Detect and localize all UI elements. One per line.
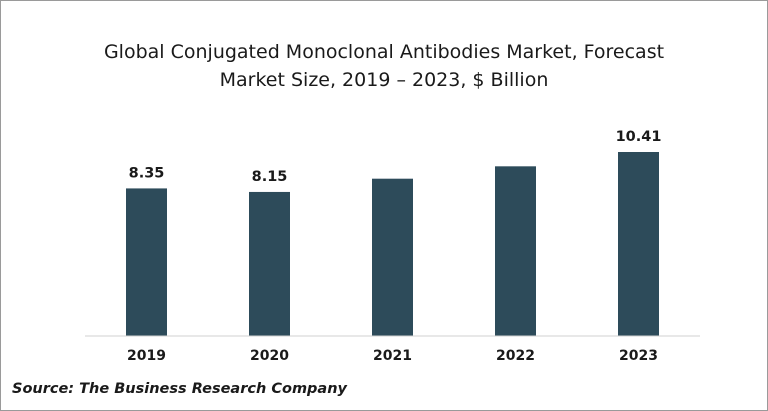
x-tick-label-2021: 2021 [373, 348, 412, 364]
x-tick-label-2020: 2020 [250, 348, 289, 364]
bars-group [126, 152, 659, 336]
chart-title-line-2: Market Size, 2019 – 2023, $ Billion [219, 69, 549, 91]
bar-2022 [495, 166, 536, 336]
x-tick-label-2023: 2023 [619, 348, 658, 364]
labels-group: 8.35 2019 8.15 2020 2021 2022 10.41 2023 [127, 129, 661, 364]
chart-title-line-1: Global Conjugated Monoclonal Antibodies … [103, 41, 665, 63]
x-tick-label-2019: 2019 [127, 348, 166, 364]
bar-2019 [126, 188, 167, 336]
x-tick-label-2022: 2022 [496, 348, 535, 364]
bar-2021 [372, 178, 413, 336]
bar-2023 [618, 152, 659, 336]
data-label-2023: 10.41 [616, 129, 662, 145]
data-label-2020: 8.15 [252, 169, 288, 185]
bar-2020 [249, 191, 290, 336]
data-label-2019: 8.35 [129, 165, 165, 181]
source-note: Source: The Business Research Company [12, 381, 347, 397]
chart-title: Global Conjugated Monoclonal Antibodies … [0, 38, 768, 94]
